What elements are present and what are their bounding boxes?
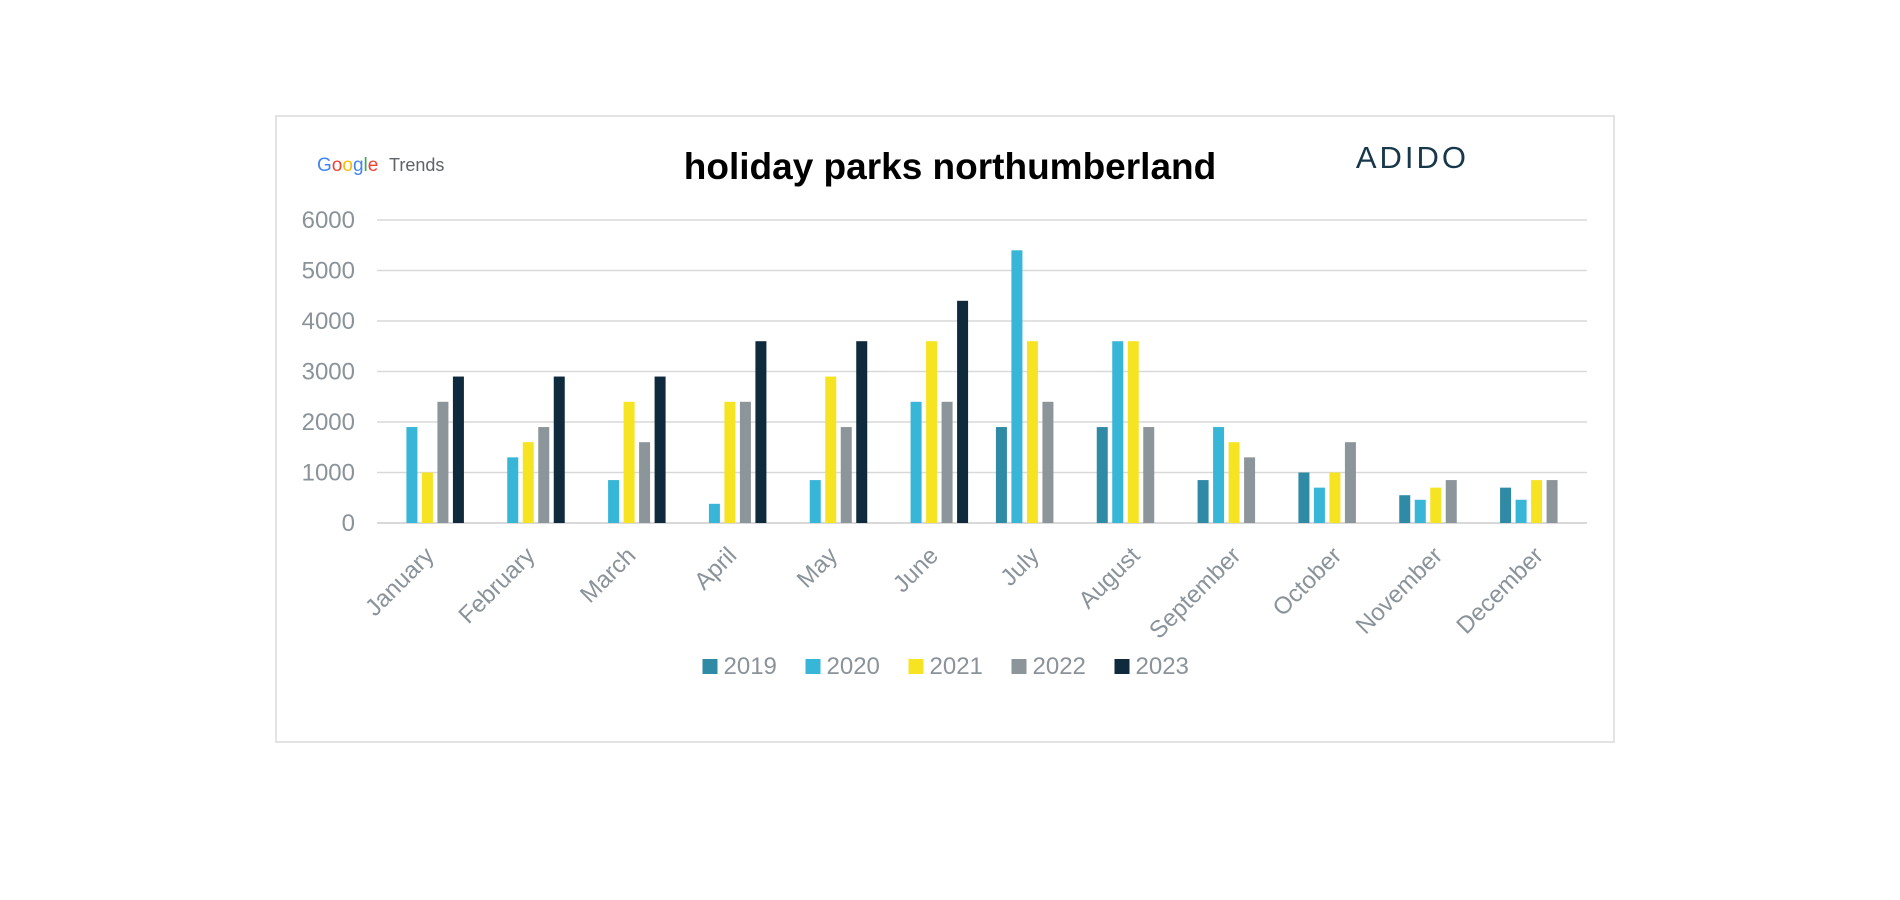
y-tick-label: 3000 — [302, 359, 355, 386]
bar-2022-may — [840, 427, 852, 523]
google-letter: g — [353, 155, 364, 176]
bar-2023-may — [856, 341, 868, 523]
bar-2021-november — [1430, 487, 1442, 523]
x-tick-label: December — [1451, 542, 1548, 639]
bar-2023-january — [452, 376, 464, 523]
x-tick-label: October — [1268, 542, 1347, 621]
bar-2022-august — [1143, 427, 1155, 523]
bar-2020-november — [1414, 499, 1426, 523]
bar-2023-june — [957, 300, 969, 523]
y-tick-label: 4000 — [302, 308, 355, 335]
google-letter: G — [317, 155, 332, 176]
bar-2021-january — [421, 472, 433, 523]
x-tick-label: November — [1351, 542, 1448, 639]
legend: 2019 2020 2021 2022 2023 — [702, 653, 1189, 680]
bar-2019-august — [1096, 427, 1108, 523]
chart-svg: Google Trends ADIDO holiday parks northu… — [302, 140, 1587, 680]
bar-2020-january — [406, 427, 418, 523]
legend-label: 2019 — [724, 653, 777, 680]
bar-2020-march — [608, 480, 620, 523]
bar-2020-june — [910, 401, 922, 523]
bar-2021-december — [1531, 480, 1543, 523]
bar-2023-february — [553, 376, 565, 523]
google-wordmark: Google — [317, 155, 378, 176]
google-trends-logo: Google Trends — [317, 155, 444, 176]
bar-2019-october — [1298, 472, 1310, 523]
x-tick-label: March — [575, 542, 641, 608]
x-tick-label: May — [792, 542, 843, 593]
bar-2020-september — [1213, 427, 1225, 523]
y-tick-label: 2000 — [302, 409, 355, 436]
y-tick-label: 5000 — [302, 258, 355, 285]
x-axis-ticks: January February March April May June July Augu… — [360, 542, 1549, 644]
bar-2023-april — [755, 341, 767, 523]
bar-2022-september — [1244, 457, 1256, 523]
bar-2020-february — [507, 457, 519, 523]
bar-2019-july — [995, 427, 1007, 523]
bar-2021-august — [1127, 341, 1139, 523]
bar-2022-july — [1042, 401, 1054, 523]
x-tick-label: September — [1144, 542, 1246, 644]
bar-2022-march — [639, 442, 651, 523]
google-letter: o — [332, 155, 343, 176]
legend-swatch — [1114, 659, 1130, 674]
y-tick-label: 0 — [342, 510, 355, 537]
bar-2021-july — [1026, 341, 1038, 523]
bar-2022-december — [1546, 480, 1558, 523]
x-tick-label: January — [360, 542, 439, 621]
bar-2021-may — [825, 376, 837, 523]
bars — [406, 250, 1558, 524]
bar-2022-november — [1445, 480, 1457, 523]
bar-2019-december — [1500, 487, 1512, 523]
bar-2020-july — [1011, 250, 1023, 524]
bar-2019-september — [1197, 480, 1209, 523]
legend-swatch — [908, 659, 924, 674]
bar-2023-march — [654, 376, 666, 523]
bar-2021-september — [1228, 442, 1240, 523]
x-tick-label: June — [888, 542, 944, 598]
bar-2022-october — [1344, 442, 1356, 523]
bar-2021-october — [1329, 472, 1341, 523]
bar-2020-may — [809, 480, 821, 523]
gridlines — [377, 219, 1587, 524]
y-tick-label: 6000 — [302, 207, 355, 234]
bar-2020-april — [708, 503, 720, 523]
bar-2022-april — [739, 401, 751, 523]
y-tick-label: 1000 — [302, 460, 355, 487]
bar-2020-december — [1515, 499, 1527, 523]
bar-2022-june — [941, 401, 953, 523]
bar-2021-march — [623, 401, 635, 523]
bar-2019-november — [1399, 495, 1411, 523]
legend-label: 2022 — [1033, 653, 1086, 680]
chart-frame: Google Trends ADIDO holiday parks northu… — [275, 115, 1615, 743]
adido-logo: ADIDO — [1356, 140, 1469, 175]
bar-2021-april — [724, 401, 736, 523]
legend-label: 2023 — [1136, 653, 1189, 680]
legend-label: 2020 — [827, 653, 880, 680]
bar-2021-february — [522, 442, 534, 523]
chart-title: holiday parks northumberland — [684, 146, 1216, 187]
x-tick-label: July — [995, 542, 1044, 591]
google-letter: e — [368, 155, 379, 176]
legend-swatch — [805, 659, 821, 674]
bar-2020-august — [1112, 341, 1124, 523]
bar-2022-january — [437, 401, 449, 523]
legend-label: 2021 — [930, 653, 983, 680]
x-tick-label: February — [453, 542, 540, 629]
google-letter: l — [364, 155, 368, 176]
bar-2022-february — [538, 427, 550, 523]
x-tick-label: April — [689, 542, 742, 595]
trends-wordmark: Trends — [389, 155, 444, 175]
y-axis-ticks: 0 1000 2000 3000 4000 5000 6000 — [302, 207, 355, 537]
bar-2020-october — [1313, 487, 1325, 523]
x-tick-label: August — [1074, 542, 1146, 614]
legend-swatch — [1011, 659, 1027, 674]
bar-2021-june — [926, 341, 938, 523]
google-letter: o — [342, 155, 353, 176]
legend-swatch — [702, 659, 718, 674]
